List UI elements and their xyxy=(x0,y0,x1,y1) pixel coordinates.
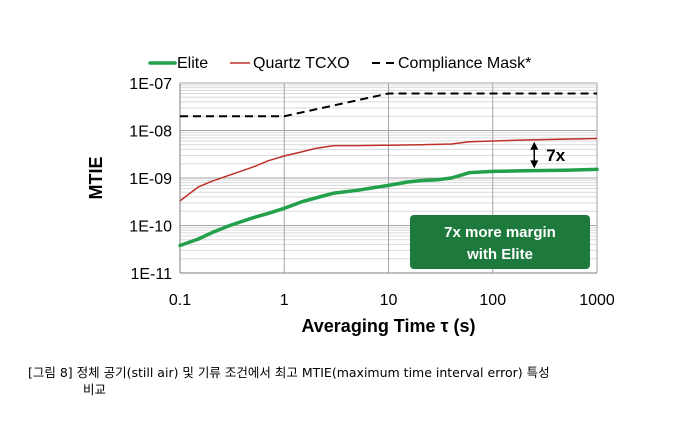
x-tick-label: 100 xyxy=(479,292,506,309)
legend-label: Quartz TCXO xyxy=(253,55,350,72)
x-tick-label: 1 xyxy=(280,292,289,309)
y-axis-title: MTIE xyxy=(86,157,106,200)
caption-line-2: 비교 xyxy=(83,382,107,397)
y-tick-label: 1E-11 xyxy=(130,266,172,283)
axes xyxy=(179,83,597,274)
y-tick-label: 1E-10 xyxy=(129,219,172,236)
x-axis-title: Averaging Time τ (s) xyxy=(301,316,475,336)
legend: Elite Quartz TCXO Compliance Mask* xyxy=(148,55,531,72)
series-lines xyxy=(178,92,599,248)
series-line-elite xyxy=(178,167,599,248)
ratio-arrow-down-head xyxy=(530,160,539,169)
legend-label: Compliance Mask* xyxy=(398,55,531,72)
ratio-arrow-up-head xyxy=(530,141,539,150)
y-tick-labels: 1E-07 1E-08 1E-09 1E-10 1E-11 xyxy=(129,76,172,283)
ratio-label: 7x xyxy=(546,146,565,165)
margin-callout-line-1: 7x more margin xyxy=(444,224,556,241)
figure-caption: [그림 8] 정체 공기(still air) 및 기류 조건에서 최고 MTI… xyxy=(28,364,668,398)
legend-label: Elite xyxy=(177,55,208,72)
y-tick-label: 1E-09 xyxy=(129,171,172,188)
annotations: 7x 7x more margin with Elite xyxy=(410,141,590,269)
caption-line-1: [그림 8] 정체 공기(still air) 및 기류 조건에서 최고 MTI… xyxy=(28,365,550,380)
x-tick-labels: 0.1 1 10 100 1000 xyxy=(169,292,615,309)
y-tick-label: 1E-08 xyxy=(129,124,172,141)
margin-callout-line-2: with Elite xyxy=(466,246,533,263)
y-tick-label: 1E-07 xyxy=(129,76,172,93)
x-tick-label: 1000 xyxy=(579,292,615,309)
series-line-quartz-tcxo xyxy=(179,137,598,202)
series-line-compliance-mask xyxy=(180,92,597,118)
margin-callout-box xyxy=(410,215,590,269)
x-tick-label: 0.1 xyxy=(169,292,191,309)
x-tick-label: 10 xyxy=(380,292,398,309)
